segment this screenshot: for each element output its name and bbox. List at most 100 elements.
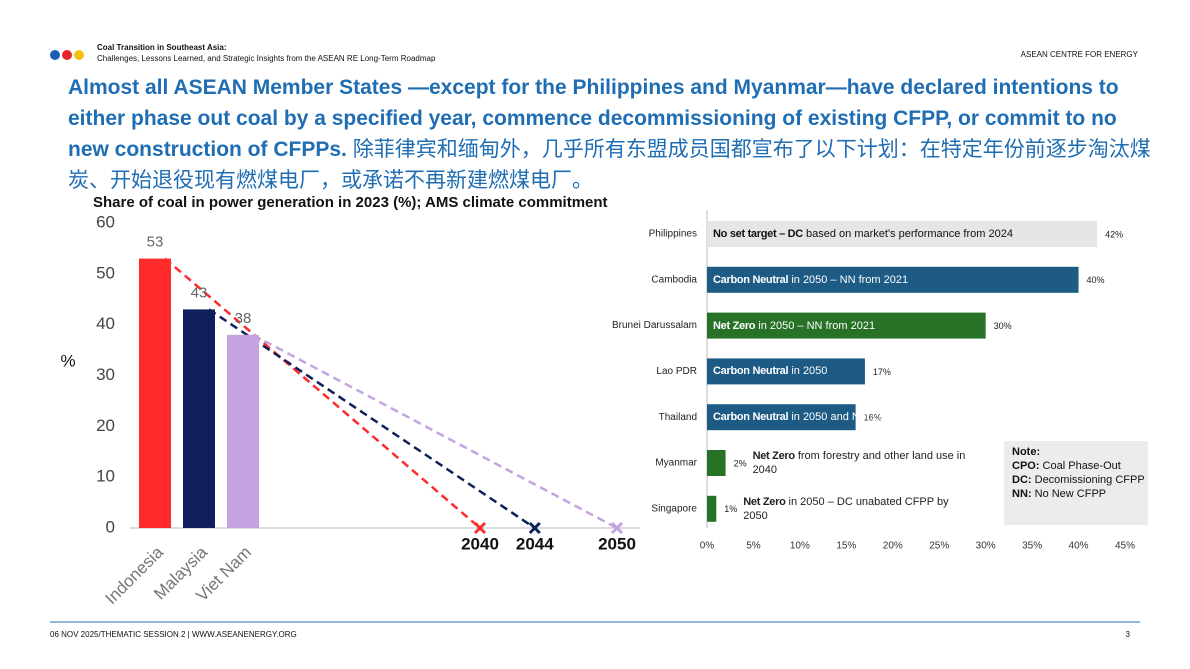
bar-annotation: Carbon Neutral in 2050 and Net Zero 2065… xyxy=(713,410,1027,424)
bar xyxy=(707,221,1098,247)
value-label: 30% xyxy=(994,321,1012,331)
bar-annotation: Carbon Neutral in 2050 xyxy=(713,364,827,378)
annotation-text: based on market's performance from 2024 xyxy=(802,228,1013,240)
x-tick-label: 5% xyxy=(746,541,761,552)
note-item: NN: No New CFPP xyxy=(1012,487,1148,501)
value-label: 38 xyxy=(235,310,252,327)
x-tick-label: 25% xyxy=(929,541,949,552)
bar xyxy=(707,495,717,522)
x-tick-label: 10% xyxy=(790,541,810,552)
note-text: Coal Phase-Out xyxy=(1039,460,1121,472)
headline-zh: 除菲律宾和缅甸外，几乎所有东盟成员国都宣布了以下计划：在特定年份前逐步淘汰煤炭、… xyxy=(68,138,1151,192)
note-key: DC: xyxy=(1012,474,1032,486)
logo-dot xyxy=(50,50,60,60)
header-org: ASEAN CENTRE FOR ENERGY xyxy=(1021,50,1139,59)
headline-en: Almost all ASEAN Member States —except f… xyxy=(68,76,1119,161)
phaseout-marker xyxy=(473,521,487,535)
note-title: Note: xyxy=(1012,446,1041,458)
x-tick-label: 20% xyxy=(883,541,903,552)
bar xyxy=(707,266,1079,293)
annotation-bold: No set target – DC xyxy=(713,228,803,240)
bar-annotation: Net Zero in 2050 – DC unabated CFPP by 2… xyxy=(743,495,975,523)
y-tick-label: 40 xyxy=(96,314,115,333)
note-box: Note: CPO: Coal Phase-Out DC: Decomissioni… xyxy=(1004,441,1148,525)
bar-annotation: Net Zero in 2050 – NN from 2021 xyxy=(713,319,875,333)
footer-text: 06 NOV 2025/THEMATIC SESSION 2 | WWW.ASE… xyxy=(50,630,297,639)
x-tick-label: 30% xyxy=(976,541,996,552)
annotation-bold: Carbon Neutral xyxy=(713,411,789,424)
bar xyxy=(139,258,171,528)
y-tick-label: Lao PDR xyxy=(656,366,697,377)
bar xyxy=(707,358,865,385)
annotation-text: in 2050 – NN from 2021 xyxy=(788,273,909,286)
bar xyxy=(227,334,259,528)
note-key: CPO: xyxy=(1012,460,1040,472)
y-tick-label: Brunei Darussalam xyxy=(612,320,697,331)
bar xyxy=(707,404,856,431)
bar-annotation: Net Zero from forestry and other land us… xyxy=(753,449,985,477)
phaseout-year-label: 2044 xyxy=(516,534,554,553)
bar-annotation: Carbon Neutral in 2050 – NN from 2021 xyxy=(713,273,908,287)
y-tick-label: Philippines xyxy=(649,229,697,240)
note-item: DC: Decomissioning CFPP xyxy=(1012,473,1148,487)
phaseout-year-label: 2040 xyxy=(461,534,499,553)
chart-title: Share of coal in power generation in 202… xyxy=(93,194,608,211)
y-tick-label: Thailand xyxy=(659,412,697,423)
headline: Almost all ASEAN Member States —except f… xyxy=(68,72,1158,196)
x-tick-label: 40% xyxy=(1069,541,1089,552)
value-label: 16% xyxy=(864,413,882,423)
y-tick-label: 60 xyxy=(96,212,115,231)
value-label: 43 xyxy=(191,284,208,301)
note-text: Decomissioning CFPP xyxy=(1031,474,1145,486)
annotation-bold: Carbon Neutral xyxy=(713,273,789,286)
value-label: 17% xyxy=(873,367,891,377)
phaseout-marker xyxy=(528,521,541,535)
y-tick-label: 10 xyxy=(96,467,115,486)
y-tick-label: 0 xyxy=(106,517,115,536)
note-item: CPO: Coal Phase-Out xyxy=(1012,459,1148,473)
annotation-text: in 2050 and Net Zero 2065 | Regional lev… xyxy=(788,411,1028,424)
note-key: NN: xyxy=(1012,488,1032,500)
y-tick-label: 50 xyxy=(96,263,115,282)
note-text: No New CFPP xyxy=(1031,488,1107,500)
x-tick-label: 15% xyxy=(836,541,856,552)
bar xyxy=(707,312,986,339)
phaseout-trajectory xyxy=(164,257,481,529)
phaseout-year-label: 2050 xyxy=(598,534,636,553)
value-label: 42% xyxy=(1105,229,1123,239)
annotation-text: in 2050 xyxy=(788,365,828,378)
phaseout-trajectory xyxy=(208,308,536,530)
annotation-text: from forestry and other land use in 2040 xyxy=(752,450,966,476)
annotation-text: in 2050 – NN from 2021 xyxy=(755,319,876,332)
header-subtitle: Challenges, Lessons Learned, and Strateg… xyxy=(97,54,436,63)
y-tick-label: Singapore xyxy=(651,503,697,514)
annotation-text: in 2050 – DC unabated CFPP by 2050 xyxy=(743,495,949,522)
header-title: Coal Transition in Southeast Asia: xyxy=(97,43,227,52)
x-tick-label: 45% xyxy=(1115,541,1135,552)
value-label: 40% xyxy=(1087,275,1105,285)
annotation-bold: Carbon Neutral xyxy=(713,365,789,378)
logo-dot xyxy=(62,50,72,60)
y-tick-label: 20 xyxy=(96,416,115,435)
y-tick-label: Myanmar xyxy=(655,458,697,469)
value-label: 2% xyxy=(734,458,747,468)
y-tick-label: Cambodia xyxy=(651,274,697,285)
bar-annotation: No set target – DC based on market's per… xyxy=(713,227,1013,241)
annotation-bold: Net Zero xyxy=(713,319,756,332)
logo-dot xyxy=(74,50,84,60)
phaseout-marker xyxy=(610,521,624,535)
y-axis-label: % xyxy=(60,351,75,370)
value-label: 1% xyxy=(724,504,737,514)
annotation-bold: Net Zero xyxy=(752,450,796,462)
bar xyxy=(183,309,215,528)
phaseout-trajectory xyxy=(252,333,618,530)
y-tick-label: 30 xyxy=(96,365,115,384)
x-tick-label: 0% xyxy=(700,541,715,552)
page-number: 3 xyxy=(1126,630,1131,639)
annotation-bold: Net Zero xyxy=(743,495,786,508)
x-tick-label: 35% xyxy=(1022,541,1042,552)
value-label: 53 xyxy=(147,234,164,251)
bar xyxy=(707,450,726,476)
